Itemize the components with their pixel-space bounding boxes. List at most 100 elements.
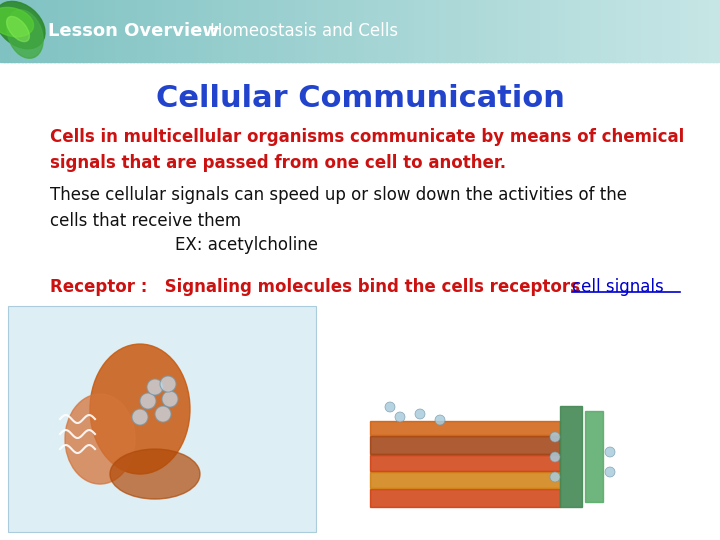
Bar: [562, 0, 566, 62]
Bar: [659, 0, 663, 62]
Bar: [212, 0, 217, 62]
Bar: [4, 0, 8, 62]
Bar: [140, 0, 145, 62]
Bar: [518, 0, 523, 62]
Bar: [540, 0, 544, 62]
Bar: [148, 0, 152, 62]
Bar: [338, 0, 343, 62]
Bar: [389, 0, 393, 62]
Bar: [709, 0, 714, 62]
Bar: [508, 0, 512, 62]
Bar: [493, 0, 498, 62]
Bar: [594, 0, 598, 62]
Bar: [299, 0, 303, 62]
Circle shape: [550, 452, 560, 462]
Bar: [36, 0, 40, 62]
Bar: [716, 0, 720, 62]
Circle shape: [415, 409, 425, 419]
Ellipse shape: [90, 344, 190, 474]
Bar: [22, 0, 26, 62]
Bar: [644, 0, 649, 62]
Bar: [270, 0, 274, 62]
Text: EX: acetylcholine: EX: acetylcholine: [175, 236, 318, 254]
Bar: [616, 0, 620, 62]
Bar: [475, 0, 480, 62]
Bar: [259, 0, 264, 62]
Bar: [328, 0, 332, 62]
Bar: [7, 0, 12, 62]
Bar: [281, 0, 285, 62]
Circle shape: [160, 376, 176, 392]
Bar: [374, 0, 379, 62]
Bar: [504, 0, 508, 62]
Bar: [353, 0, 357, 62]
Bar: [335, 0, 339, 62]
Bar: [403, 0, 408, 62]
Bar: [306, 0, 310, 62]
Bar: [173, 0, 177, 62]
Bar: [245, 0, 249, 62]
Bar: [58, 0, 62, 62]
Bar: [356, 0, 361, 62]
Bar: [558, 0, 562, 62]
Bar: [587, 0, 591, 62]
Bar: [137, 0, 141, 62]
Bar: [234, 0, 238, 62]
Bar: [706, 0, 710, 62]
Bar: [652, 0, 656, 62]
Bar: [288, 0, 292, 62]
Bar: [677, 0, 681, 62]
Bar: [220, 0, 224, 62]
Bar: [569, 0, 573, 62]
Bar: [572, 0, 577, 62]
Bar: [169, 0, 174, 62]
Bar: [605, 0, 609, 62]
Bar: [166, 0, 170, 62]
Bar: [68, 0, 73, 62]
Ellipse shape: [7, 10, 43, 58]
Bar: [360, 0, 364, 62]
Bar: [54, 0, 58, 62]
Bar: [18, 0, 22, 62]
Ellipse shape: [0, 8, 34, 37]
Circle shape: [605, 467, 615, 477]
Bar: [418, 0, 422, 62]
Bar: [576, 0, 580, 62]
Bar: [320, 0, 325, 62]
Bar: [101, 0, 105, 62]
Bar: [461, 0, 465, 62]
Bar: [370, 421, 560, 435]
Bar: [396, 0, 400, 62]
Bar: [421, 0, 426, 62]
Bar: [133, 0, 138, 62]
Bar: [680, 0, 685, 62]
Bar: [536, 0, 541, 62]
Bar: [112, 0, 116, 62]
Bar: [464, 0, 469, 62]
Text: cell signals: cell signals: [572, 278, 664, 296]
Bar: [187, 0, 192, 62]
Bar: [324, 0, 328, 62]
Bar: [560, 406, 582, 507]
Bar: [698, 0, 703, 62]
Bar: [342, 0, 346, 62]
Bar: [370, 436, 560, 454]
Circle shape: [132, 409, 148, 425]
Bar: [526, 0, 530, 62]
Bar: [76, 0, 80, 62]
Bar: [410, 0, 415, 62]
Bar: [425, 0, 429, 62]
Bar: [266, 0, 271, 62]
Bar: [497, 0, 501, 62]
Bar: [662, 0, 667, 62]
Bar: [691, 0, 696, 62]
Bar: [378, 0, 382, 62]
Circle shape: [140, 393, 156, 409]
Bar: [115, 0, 120, 62]
Bar: [446, 0, 451, 62]
Ellipse shape: [6, 16, 30, 42]
Bar: [565, 0, 570, 62]
Bar: [277, 0, 282, 62]
Bar: [158, 0, 163, 62]
Bar: [104, 0, 109, 62]
